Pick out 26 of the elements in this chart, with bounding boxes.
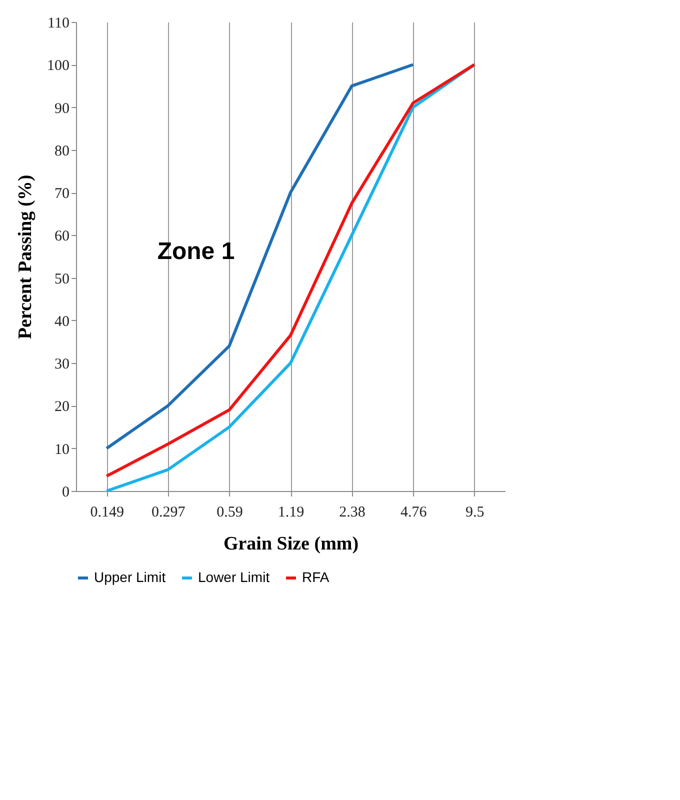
x-tick-label: 2.38 [339,504,366,520]
x-tick-label: 1.19 [278,504,304,520]
y-tick-label: 100 [47,58,70,74]
legend-label: RFA [302,569,330,585]
y-tick-label: 80 [54,143,70,160]
y-tick-label: 50 [54,271,70,288]
x-tick-label: 4.76 [400,504,428,520]
y-tick-label: 40 [54,314,70,330]
x-tick-label: 0.297 [152,504,186,520]
x-tick-label: 0.149 [90,504,124,520]
line-series [105,63,415,450]
y-tick-label: 30 [54,356,70,373]
annotation: Zone 1 [157,238,235,265]
y-tick-label: 10 [54,442,70,458]
y-tick-label: 20 [54,399,70,416]
y-tick-label: 70 [54,186,70,202]
y-tick-label: 110 [48,16,70,32]
x-tick-label: 9.5 [465,504,484,520]
y-tick-label: 90 [54,100,70,117]
legend-label: Upper Limit [94,569,166,585]
y-axis-title: Percent Passing (%) [15,174,36,340]
y-tick-label: 0 [62,484,70,500]
x-tick-label: 0.59 [216,504,243,520]
x-axis-title: Grain Size (mm) [223,534,359,554]
legend-label: Lower Limit [198,569,270,585]
y-tick-label: 60 [54,228,70,245]
